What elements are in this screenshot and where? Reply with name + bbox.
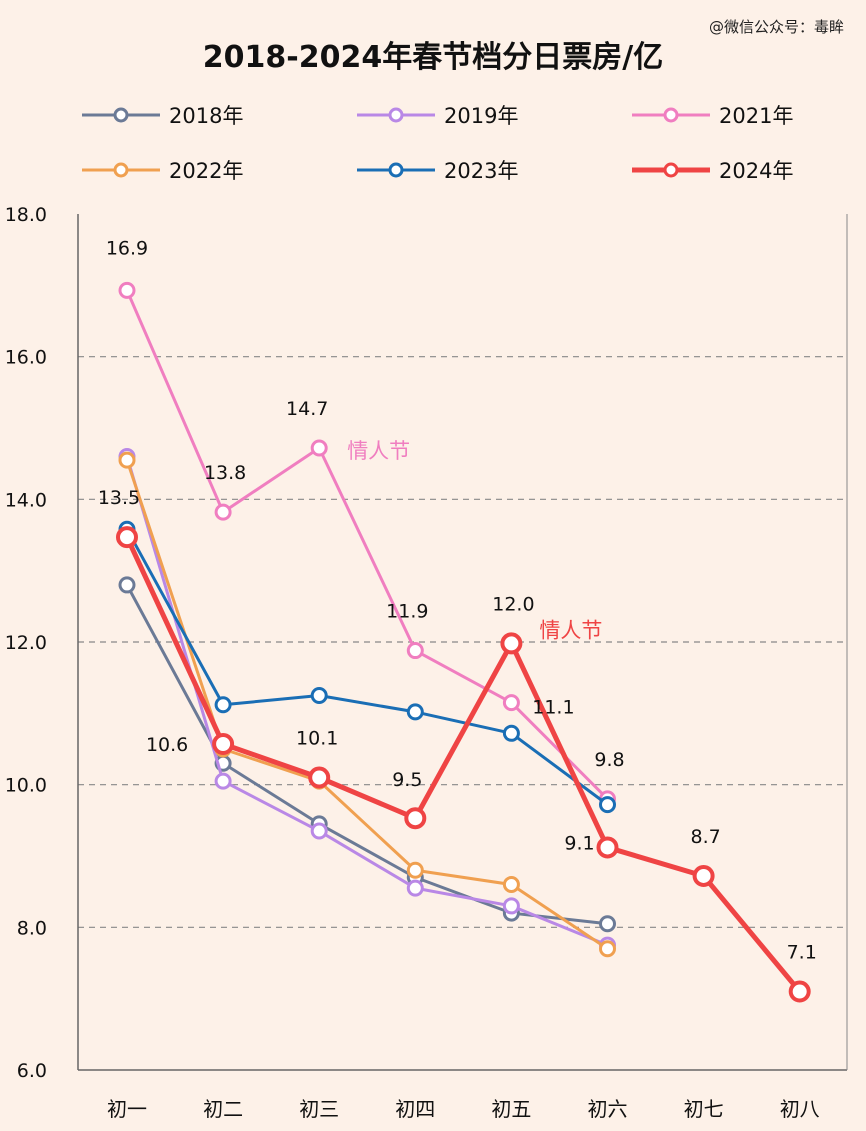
data-point [502,876,520,894]
legend-marker [113,107,129,123]
legend-label: 2018年 [169,104,243,128]
series-line [125,289,609,800]
data-point [214,696,232,714]
x-tick-label: 初三 [299,1097,339,1121]
legend: 2018年 2019年 2021年 2022年 2023年 2024年 [82,104,793,183]
axes: 6.0 8.0 10.0 12.0 14.0 16.0 18.0 初一 初二 初三 初四 初五 初六 初七… [5,204,848,1121]
series-line [125,456,609,947]
data-label: 10.1 [296,728,338,750]
data-point [214,772,232,790]
y-tick-label: 10.0 [5,775,47,797]
legend-marker [113,162,129,178]
data-point [599,796,616,814]
series-line [125,459,609,950]
data-label: 16.9 [106,237,148,259]
legend-label: 2021年 [719,104,793,128]
data-label: 13.5 [98,487,140,509]
legend-label: 2022年 [169,159,243,183]
legend-marker [388,162,404,178]
y-tick-label: 8.0 [17,917,47,939]
data-point [116,526,138,549]
data-label: 11.9 [386,601,428,623]
y-tick-label: 18.0 [5,204,47,226]
data-label: 9.5 [392,769,422,791]
data-point [599,915,616,933]
legend-label: 2024年 [719,159,793,183]
watermark: @微信公众号：毒眸 [708,18,844,36]
series-line [125,584,608,926]
legend-marker [663,162,679,178]
y-tick-label: 16.0 [5,347,47,369]
data-point [406,879,424,897]
data-point [308,766,331,789]
data-point [596,836,619,859]
x-tick-label: 初七 [684,1097,724,1121]
data-point [788,980,811,1003]
data-label: 9.1 [564,832,594,854]
x-tick-label: 初二 [203,1097,243,1121]
y-tick-label: 6.0 [17,1060,47,1082]
data-labels: 16.9 13.8 14.7 11.9 11.1 9.8 13.5 10.6 10.1 9.5 12… [98,237,817,963]
data-point [502,694,520,712]
legend-label: 2019年 [444,104,518,128]
series-line [125,528,609,806]
data-point [599,940,616,958]
data-label: 8.7 [690,826,720,848]
data-point [310,822,328,840]
data-point [692,864,715,887]
data-point [118,576,136,594]
data-point [404,807,427,830]
data-point [212,733,235,756]
data-point [118,281,136,299]
x-tick-label: 初五 [491,1097,531,1121]
x-tick-label: 初一 [107,1097,147,1121]
x-tick-label: 初四 [395,1097,435,1121]
legend-label: 2023年 [444,159,518,183]
series-layer [116,281,811,1003]
data-point [214,503,232,521]
data-label: 13.8 [204,462,246,484]
series-line [124,536,802,994]
y-tick-label: 14.0 [5,489,47,511]
data-label: 7.1 [787,942,817,964]
grid [78,356,847,928]
data-point [406,642,424,660]
data-label: 10.6 [146,734,188,756]
data-point [118,451,136,469]
data-point [406,703,424,721]
annotation-label: 情人节 [539,618,602,642]
data-point [500,632,523,655]
data-label: 11.1 [532,697,574,719]
data-label: 12.0 [492,593,534,615]
legend-marker [388,107,404,123]
data-point [406,861,424,879]
data-point [310,439,328,457]
data-label: 14.7 [286,398,328,420]
data-point [502,724,520,742]
data-point [310,687,328,704]
x-tick-label: 初八 [780,1097,820,1121]
data-label: 9.8 [594,749,624,771]
y-tick-label: 12.0 [5,632,47,654]
x-tick-label: 初六 [588,1097,628,1121]
annotation-label: 情人节 [347,439,410,463]
data-point [502,897,520,915]
chart-title: 2018-2024年春节档分日票房/亿 [203,40,663,75]
legend-marker [663,107,679,123]
